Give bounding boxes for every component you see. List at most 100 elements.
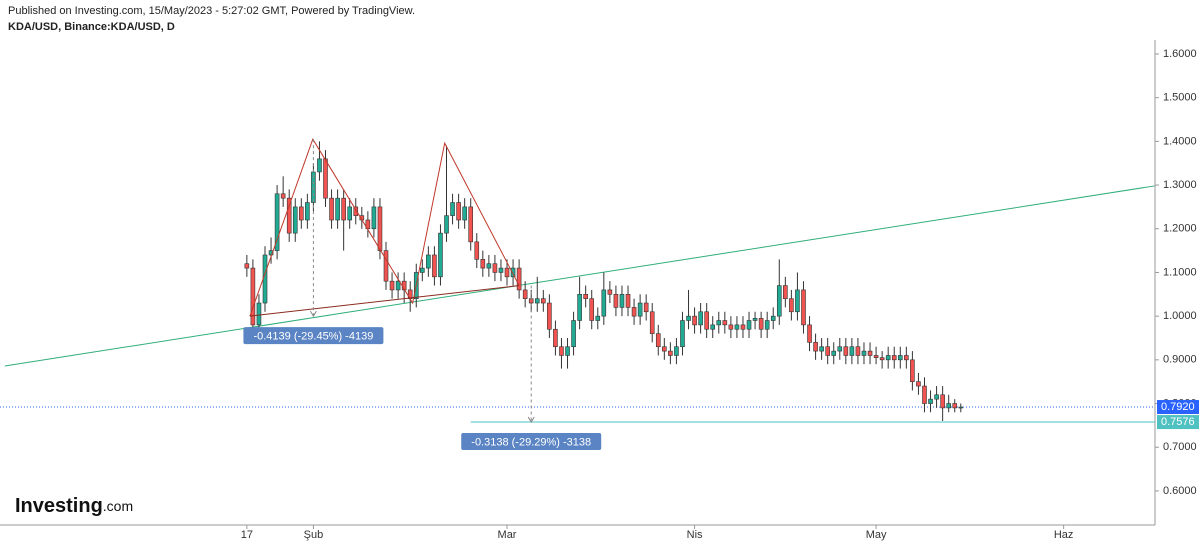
y-tick-label: 0.7000 [1163, 441, 1197, 453]
candle-body [389, 280, 395, 291]
price-tag [1157, 415, 1199, 430]
candle-body [952, 403, 958, 409]
measure-label-box [243, 327, 384, 345]
candle-body [583, 293, 588, 299]
candle-body [734, 324, 740, 330]
candle-body [801, 289, 806, 326]
candle-body [770, 315, 776, 321]
candle-body [601, 289, 607, 317]
candle-body [855, 346, 861, 356]
candle-body [904, 355, 909, 361]
candle-body [783, 285, 788, 299]
price-tag [1157, 400, 1199, 415]
candle-body [480, 259, 486, 269]
candle-body [541, 298, 546, 304]
candle-body [553, 328, 558, 348]
candle-body [504, 267, 510, 278]
candle-body [613, 293, 619, 308]
y-tick-label: 0.9000 [1163, 354, 1197, 366]
candle-body [764, 320, 770, 330]
candle-body [710, 324, 716, 330]
candle-body [813, 342, 818, 352]
candle-body [625, 293, 631, 308]
candle-body [468, 206, 474, 243]
measure-label: -0.4139 (-29.45%) -4139 [243, 327, 384, 345]
neckline [249, 285, 520, 317]
candle-body [619, 293, 625, 308]
candle-body [256, 302, 262, 326]
candle-body [680, 320, 685, 348]
trendline [4, 185, 1155, 367]
measure-label-text: -0.4139 (-29.45%) -4139 [253, 331, 373, 343]
candle-body [867, 350, 873, 356]
candle-body [752, 318, 758, 321]
candle-body [910, 359, 915, 382]
candle-body [776, 285, 782, 317]
candle-body [335, 197, 340, 221]
candle-body [649, 311, 655, 334]
candle-body [589, 298, 595, 321]
candle-body [244, 263, 250, 269]
candle-body [420, 267, 425, 273]
candle-body [686, 315, 691, 321]
candle-body [565, 346, 570, 356]
candle-body [631, 307, 637, 317]
candle-body [516, 267, 522, 291]
candle-body [317, 158, 322, 173]
candle-body [922, 385, 927, 404]
candle-body [250, 267, 256, 326]
y-tick-label: 1.2000 [1163, 223, 1197, 235]
candle-body [807, 324, 812, 343]
candle-body [698, 311, 703, 326]
candle-body [662, 346, 667, 352]
y-tick-label: 1.6000 [1163, 48, 1197, 60]
candle-body [280, 193, 286, 199]
x-tick-label: 17 [241, 529, 253, 541]
candle-body [891, 355, 897, 361]
candle-body [758, 318, 764, 330]
measure-label-box [461, 433, 602, 451]
candle-body [395, 280, 401, 291]
candle-body [305, 202, 310, 221]
candle-body [571, 320, 576, 348]
candle-body [371, 206, 377, 230]
candle-body [268, 250, 274, 256]
candle-body [819, 346, 824, 352]
candle-body [438, 232, 443, 278]
y-tick-label: 1.3000 [1163, 179, 1197, 191]
candle-body [643, 302, 649, 313]
candle-body [353, 206, 359, 216]
candle-body [873, 355, 879, 358]
candle-body [456, 202, 461, 221]
candle-body [837, 346, 843, 352]
candle-body [577, 293, 582, 321]
candle-body [740, 324, 746, 330]
candle-body [383, 250, 389, 282]
y-tick-label: 1.1000 [1163, 266, 1197, 278]
candle-body [492, 263, 498, 273]
candle-body [607, 289, 613, 295]
candle-body [637, 302, 643, 317]
candle-body [940, 394, 945, 409]
measure-label: -0.3138 (-29.29%) -3138 [461, 433, 602, 451]
candle-body [722, 320, 728, 326]
candle-body [704, 311, 709, 330]
candle-body [916, 381, 921, 387]
candle-body [795, 289, 800, 313]
candle-body [329, 197, 334, 221]
candle-body [292, 206, 298, 234]
candle-body [655, 333, 661, 348]
candle-body [462, 206, 467, 221]
candle-body [426, 254, 431, 269]
candle-body [547, 302, 552, 330]
candle-body [498, 267, 504, 273]
candle-body [934, 394, 939, 400]
candle-body [450, 202, 455, 216]
candle-body [946, 403, 951, 409]
candle-body [323, 158, 328, 199]
candle-body [486, 263, 492, 269]
candle-body [746, 320, 752, 330]
candle-body [728, 324, 734, 330]
